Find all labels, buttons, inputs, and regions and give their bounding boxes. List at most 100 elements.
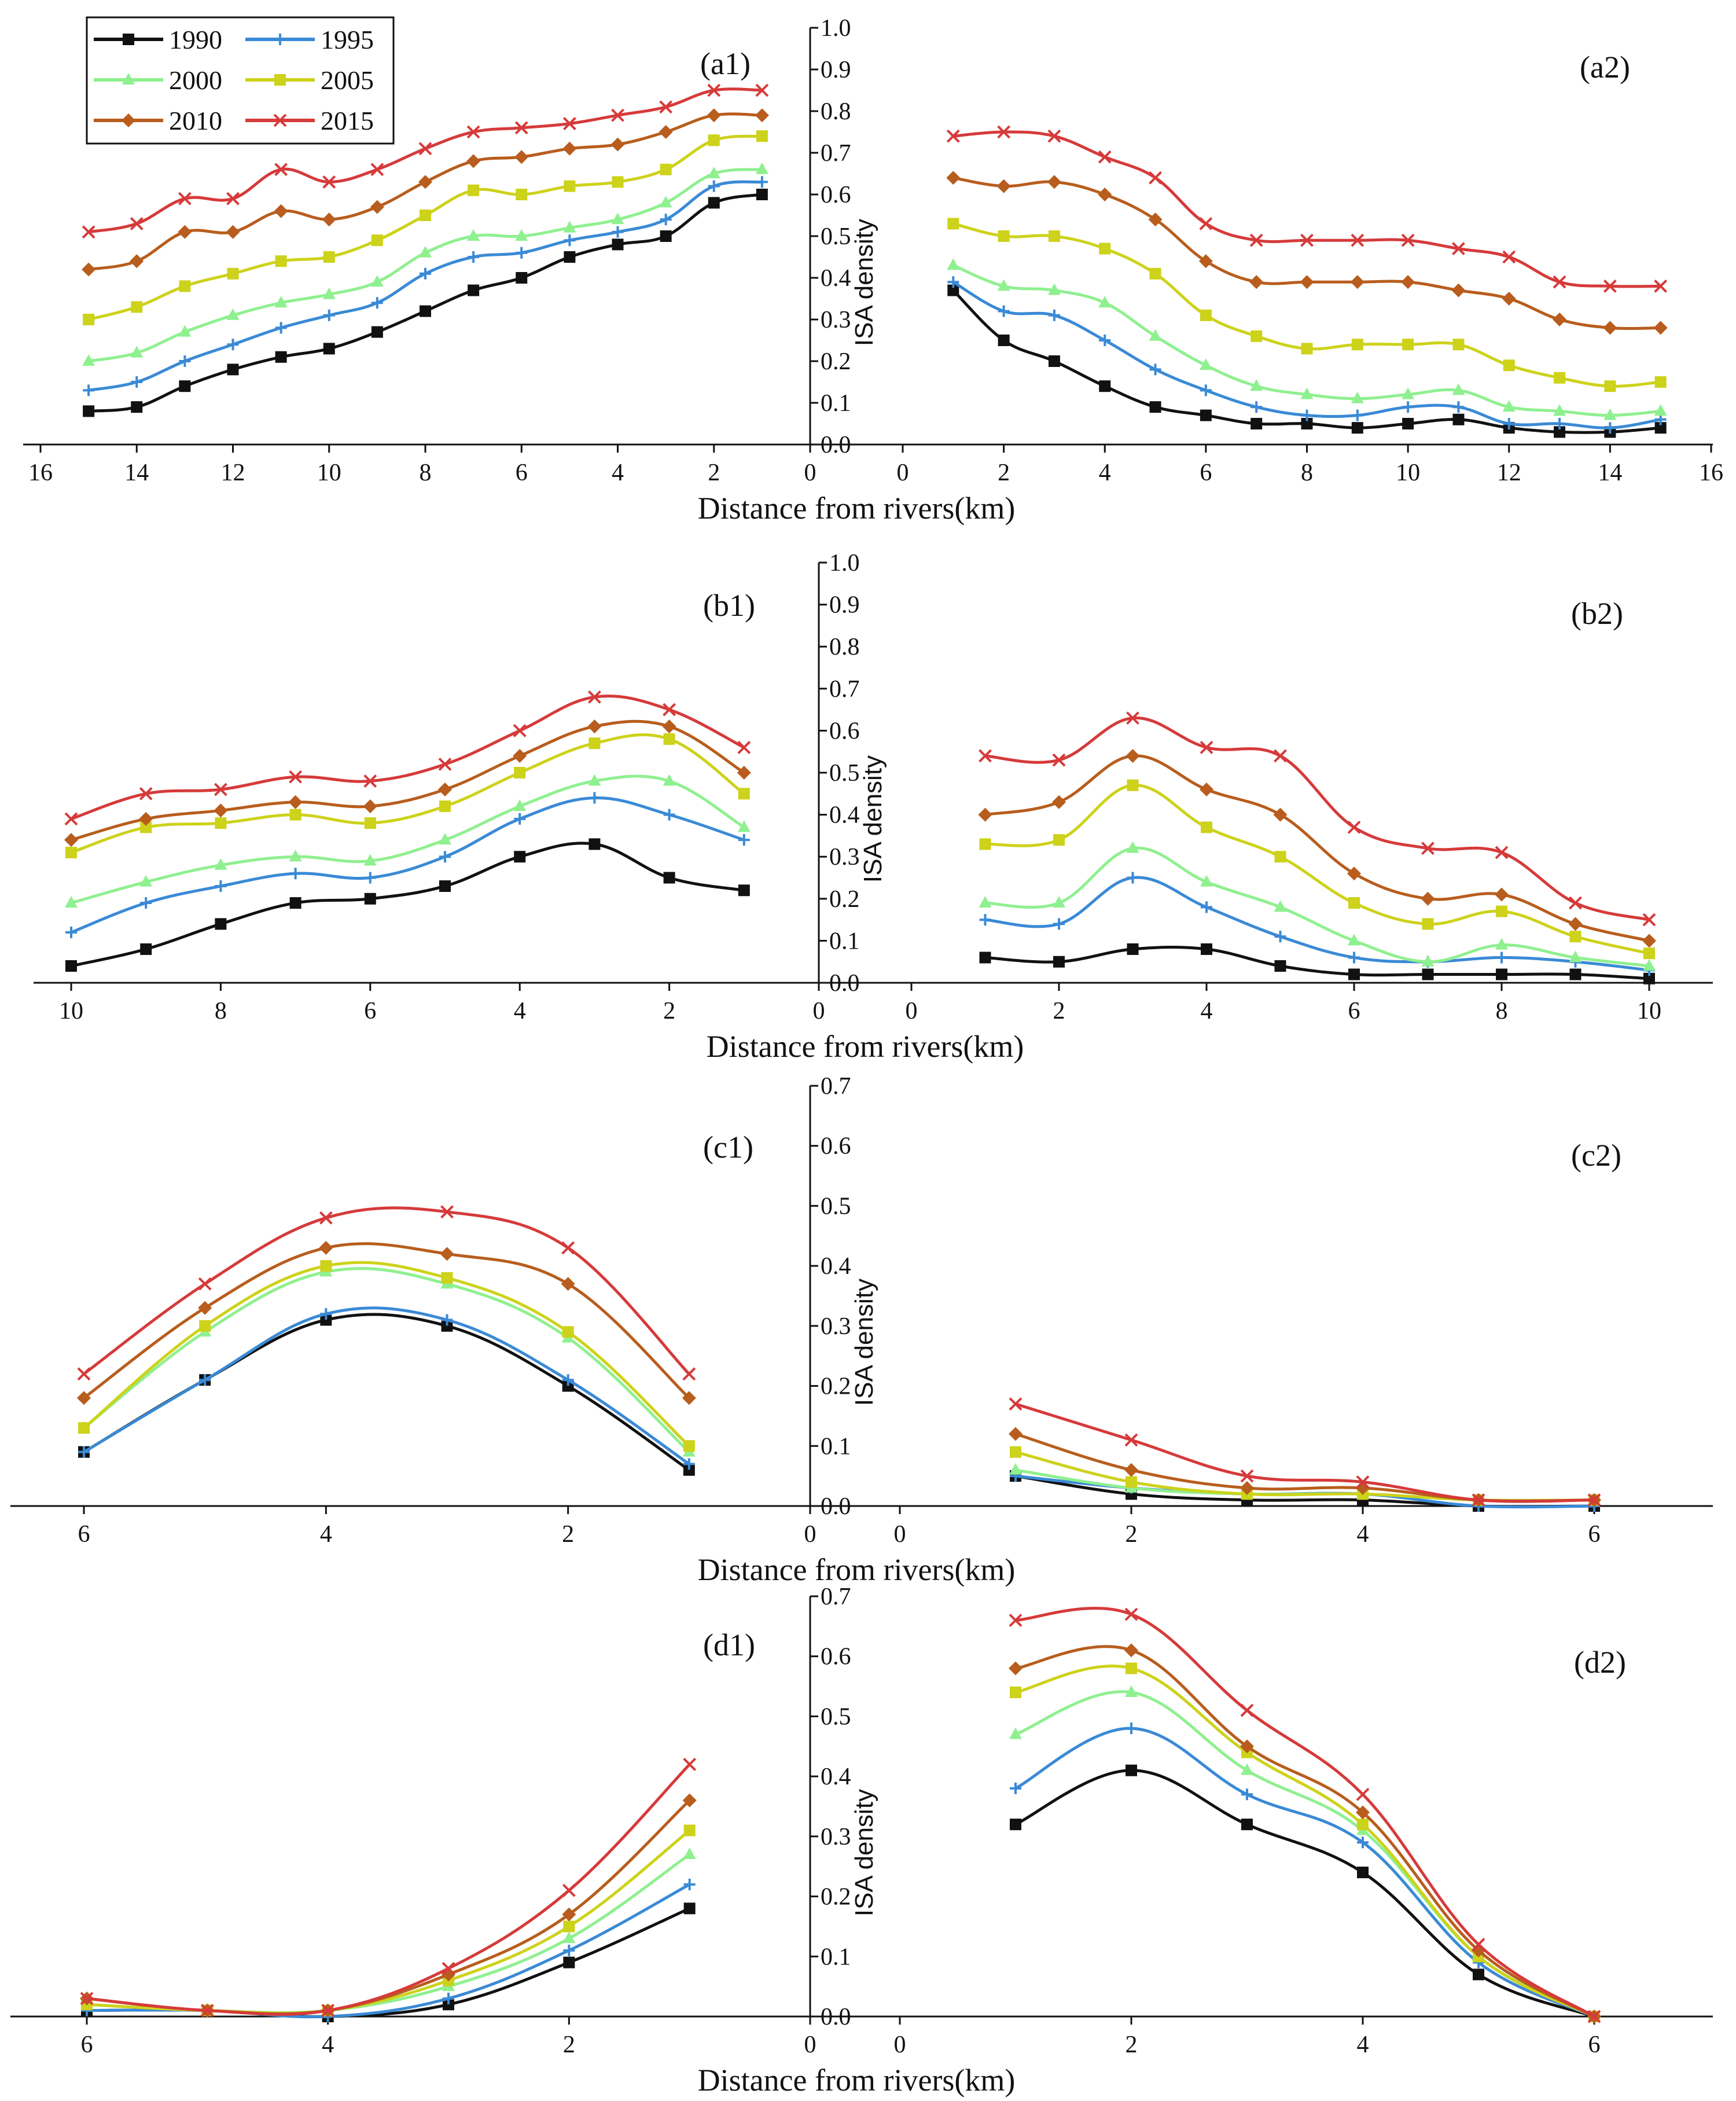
- y-tick-label: 0.5: [821, 1193, 851, 1220]
- data-point-right-1990: [1569, 968, 1581, 980]
- data-point-left-2005: [179, 280, 191, 292]
- y-tick-label: 0.4: [829, 802, 860, 829]
- data-point-right-1995: [1201, 901, 1212, 913]
- x-tick-label: 4: [320, 1521, 332, 1548]
- data-point-left-1990: [140, 943, 152, 955]
- panel-label-left: (b1): [703, 588, 755, 623]
- data-point-left-2000: [322, 287, 336, 299]
- data-point-right-2000: [1452, 383, 1465, 395]
- data-point-left-2005: [439, 800, 451, 813]
- x-tick-label: 2: [1126, 2032, 1138, 2058]
- data-point-left-1995: [131, 376, 143, 388]
- series-line-left-2010: [83, 1242, 690, 1400]
- data-point-right-2005: [1569, 931, 1581, 943]
- data-point-left-2005: [756, 130, 768, 142]
- row-a: 0.0 0.1 0.2 0.3 0.4 0.5 0.6 0.7 0.8 0.9 1.0 16 14 12 1…: [23, 15, 1723, 526]
- data-point-left-2015: [562, 1883, 576, 1897]
- data-point-right-1995: [1200, 384, 1212, 396]
- data-point-left-2000: [707, 167, 720, 178]
- data-point-left-1990: [371, 326, 383, 338]
- data-point-right-2015: [1603, 279, 1617, 293]
- y-tick-label: 1.0: [821, 15, 851, 42]
- data-point-left-2015: [683, 1757, 697, 1771]
- data-point-left-2015: [130, 216, 144, 230]
- data-point-right-2015: [1502, 250, 1516, 264]
- data-point-left-1995: [65, 926, 77, 938]
- data-point-left-1990: [563, 1956, 575, 1968]
- data-point-right-2015: [1401, 233, 1415, 247]
- data-point-left-2015: [178, 192, 192, 205]
- y-tick-label: 0.9: [829, 592, 860, 619]
- series-line-right-1990: [985, 945, 1650, 980]
- data-point-left-2005: [320, 1260, 332, 1272]
- data-point-right-2000: [1250, 379, 1263, 391]
- data-point-right-2015: [1351, 233, 1364, 247]
- legend-label-2000: 2000: [169, 65, 222, 95]
- data-point-left-2005: [78, 1422, 90, 1434]
- data-point-left-2005: [468, 184, 480, 196]
- y-axis-label: ISA density: [859, 755, 887, 883]
- data-point-left-1990: [289, 897, 301, 909]
- y-tick-label: 0.0: [821, 432, 851, 458]
- data-point-left-2005: [364, 817, 376, 829]
- data-point-right-2000: [1053, 896, 1065, 908]
- series-line-left-2005: [86, 1829, 691, 2015]
- data-point-left-2010: [322, 212, 336, 227]
- data-point-left-1995: [140, 897, 152, 909]
- legend-marker-2005: [274, 74, 286, 86]
- data-point-right-2010: [1495, 887, 1509, 902]
- data-point-left-2015: [755, 83, 769, 97]
- y-tick-label: 0.3: [821, 1824, 851, 1850]
- data-point-right-1995: [1250, 401, 1263, 413]
- data-point-left-2015: [707, 83, 721, 97]
- y-tick-label: 0.1: [829, 928, 860, 954]
- data-point-right-1995: [1241, 1788, 1253, 1801]
- data-point-left-2000: [515, 229, 528, 241]
- data-point-left-1990: [612, 238, 624, 251]
- data-point-left-1990: [589, 838, 601, 850]
- data-point-left-1995: [320, 1308, 332, 1320]
- data-point-right-2000: [1569, 950, 1582, 963]
- y-tick-label: 0.5: [829, 760, 860, 787]
- panel-label-right: (d2): [1574, 1645, 1626, 1680]
- data-point-right-2015: [1472, 1938, 1485, 1951]
- x-tick-label: 16: [28, 460, 53, 486]
- data-point-right-1995: [1127, 872, 1139, 884]
- data-point-left-1990: [564, 251, 576, 263]
- data-point-right-2000: [1402, 387, 1415, 399]
- data-point-right-2005: [1351, 339, 1363, 351]
- data-point-left-2010: [418, 175, 432, 189]
- data-point-left-2000: [683, 1847, 696, 1859]
- data-point-right-2010: [1502, 292, 1516, 306]
- data-point-left-1990: [439, 880, 451, 892]
- data-point-left-2010: [514, 150, 529, 164]
- data-point-left-2005: [683, 1824, 696, 1836]
- data-point-left-1995: [420, 267, 431, 280]
- y-tick-label: 0.6: [821, 182, 851, 208]
- data-point-right-2010: [1124, 1643, 1138, 1658]
- y-tick-label: 0.2: [829, 886, 860, 913]
- x-tick-label: 6: [81, 2032, 93, 2058]
- data-point-right-2015: [1495, 846, 1509, 859]
- series-line-left-2005: [83, 1261, 690, 1448]
- data-point-left-2005: [275, 255, 287, 267]
- data-point-left-2000: [226, 308, 240, 320]
- x-tick-label: 8: [1496, 998, 1508, 1024]
- x-tick-label: 0: [897, 460, 909, 486]
- row-d: 0.0 0.1 0.2 0.3 0.4 0.5 0.6 0.7 6 4 2 0 0 2 4 6 ISA dens…: [10, 1584, 1713, 2098]
- data-point-right-1990: [1274, 960, 1286, 972]
- legend-marker-2000: [122, 73, 135, 85]
- data-point-right-1990: [1452, 413, 1465, 425]
- data-point-right-2005: [1357, 1819, 1369, 1831]
- x-tick-label: 4: [612, 460, 624, 486]
- data-point-left-2000: [588, 774, 601, 786]
- series-line-right-2010: [985, 754, 1650, 942]
- data-point-left-2000: [65, 896, 78, 908]
- x-tick-label: 0: [813, 998, 825, 1024]
- data-point-left-2005: [516, 189, 528, 200]
- data-point-left-2015: [514, 121, 528, 135]
- data-point-right-1990: [1473, 1968, 1484, 1981]
- series-line-right-2000: [985, 846, 1650, 968]
- y-tick-label: 0.6: [821, 1644, 851, 1670]
